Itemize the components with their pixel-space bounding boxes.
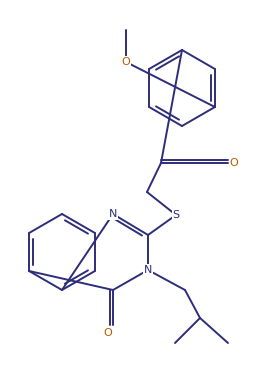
Text: S: S (172, 210, 180, 220)
Text: N: N (144, 265, 152, 275)
Text: O: O (104, 328, 112, 338)
Text: O: O (122, 57, 130, 67)
Text: O: O (230, 158, 238, 168)
Text: N: N (109, 209, 117, 219)
